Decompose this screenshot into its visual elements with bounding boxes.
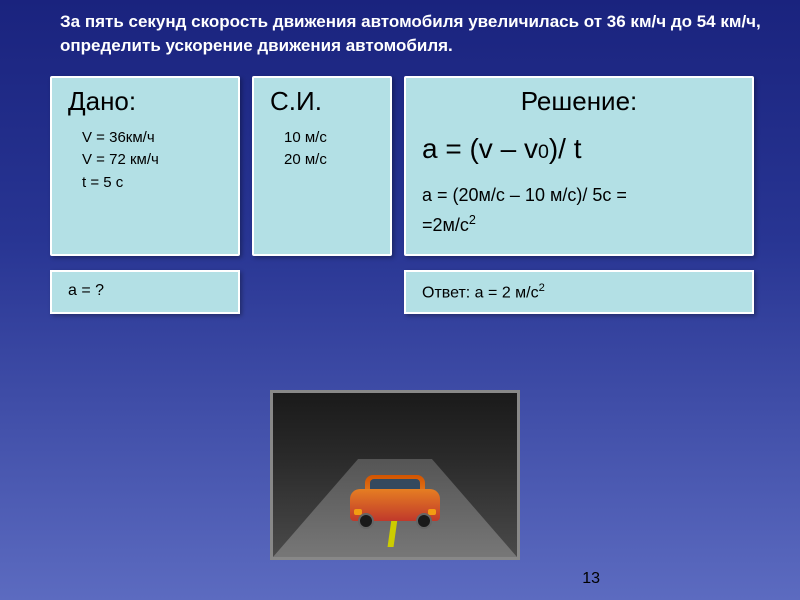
given-line: V = 36км/ч (82, 127, 222, 150)
answer-panel: Ответ: a = 2 м/с2 (404, 270, 754, 314)
car-illustration (270, 390, 520, 560)
si-body: 10 м/с 20 м/с (254, 121, 390, 184)
find-panel: a = ? (50, 270, 240, 314)
problem-statement: За пять секунд скорость движения автомоб… (0, 0, 800, 58)
calc-line-2: =2м/с2 (422, 210, 736, 240)
si-line: 10 м/с (284, 127, 374, 150)
panels-row: Дано: V = 36км/ч V = 72 км/ч t = 5 c С.И… (0, 58, 800, 256)
solution-body: a = (v – v0)/ t a = (20м/с – 10 м/с)/ 5c… (406, 121, 752, 252)
si-panel: С.И. 10 м/с 20 м/с (252, 76, 392, 256)
page-number: 13 (582, 570, 600, 588)
given-line: V = 72 км/ч (82, 149, 222, 172)
calc-line-1: a = (20м/с – 10 м/с)/ 5c = (422, 181, 736, 210)
si-line: 20 м/с (284, 149, 374, 172)
si-title: С.И. (254, 78, 390, 121)
solution-title: Решение: (406, 78, 752, 121)
given-body: V = 36км/ч V = 72 км/ч t = 5 c (52, 121, 238, 207)
solution-panel: Решение: a = (v – v0)/ t a = (20м/с – 10… (404, 76, 754, 256)
given-title: Дано: (52, 78, 238, 121)
given-line: t = 5 c (82, 172, 222, 195)
lower-row: a = ? Ответ: a = 2 м/с2 (0, 256, 800, 314)
given-panel: Дано: V = 36км/ч V = 72 км/ч t = 5 c (50, 76, 240, 256)
formula: a = (v – v0)/ t (422, 127, 736, 172)
